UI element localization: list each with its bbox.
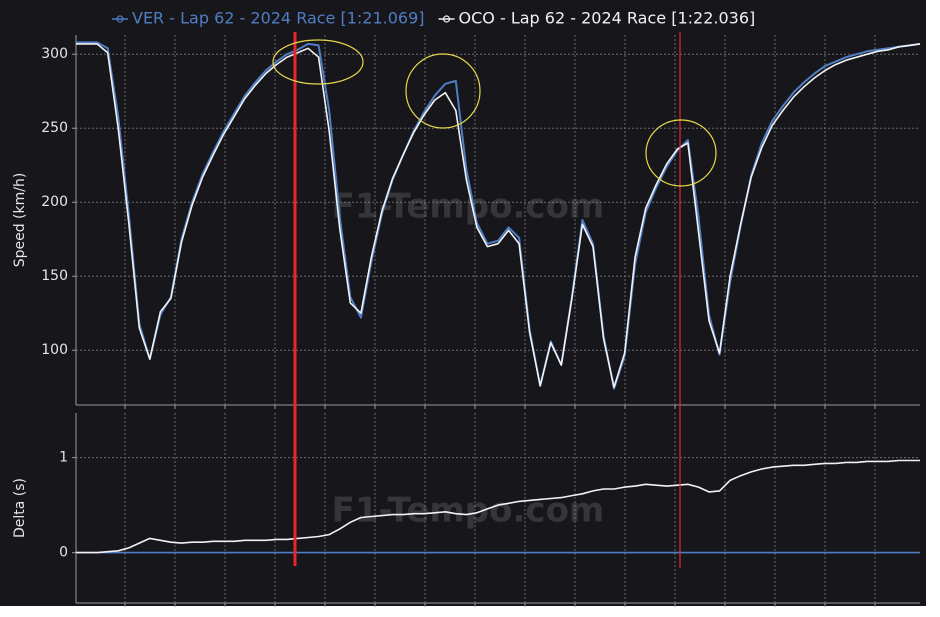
y-axis-label: Speed (km/h) (12, 173, 28, 268)
y-tick-label: 300 (41, 46, 68, 62)
series-line (76, 459, 920, 554)
y-tick-label: 200 (41, 194, 68, 210)
series-line (76, 43, 921, 388)
y-tick-label: 150 (41, 268, 68, 284)
legend-label: OCO - Lap 62 - 2024 Race [1:22.036] (459, 9, 756, 28)
legend-swatch (442, 15, 451, 23)
legend-label: VER - Lap 62 - 2024 Race [1:21.069] (132, 9, 425, 28)
watermark: F1-Tempo.com (332, 187, 605, 227)
highlight-circle (645, 119, 717, 187)
background (0, 0, 926, 606)
highlight-circle (272, 39, 364, 85)
y-tick-label: 100 (41, 342, 68, 358)
plots: 100 150 200 250 300 Speed (km/h) F1-Tempo.com V… (12, 9, 921, 607)
legend-swatch (116, 15, 124, 23)
y-axis-label: Delta (s) (12, 478, 28, 538)
series-line (76, 41, 921, 390)
y-tick-label: 1 (59, 450, 68, 466)
y-tick-label: 250 (41, 120, 68, 136)
annotations (272, 32, 717, 568)
y-tick-label: 0 (59, 545, 68, 561)
highlight-circle (405, 53, 481, 129)
